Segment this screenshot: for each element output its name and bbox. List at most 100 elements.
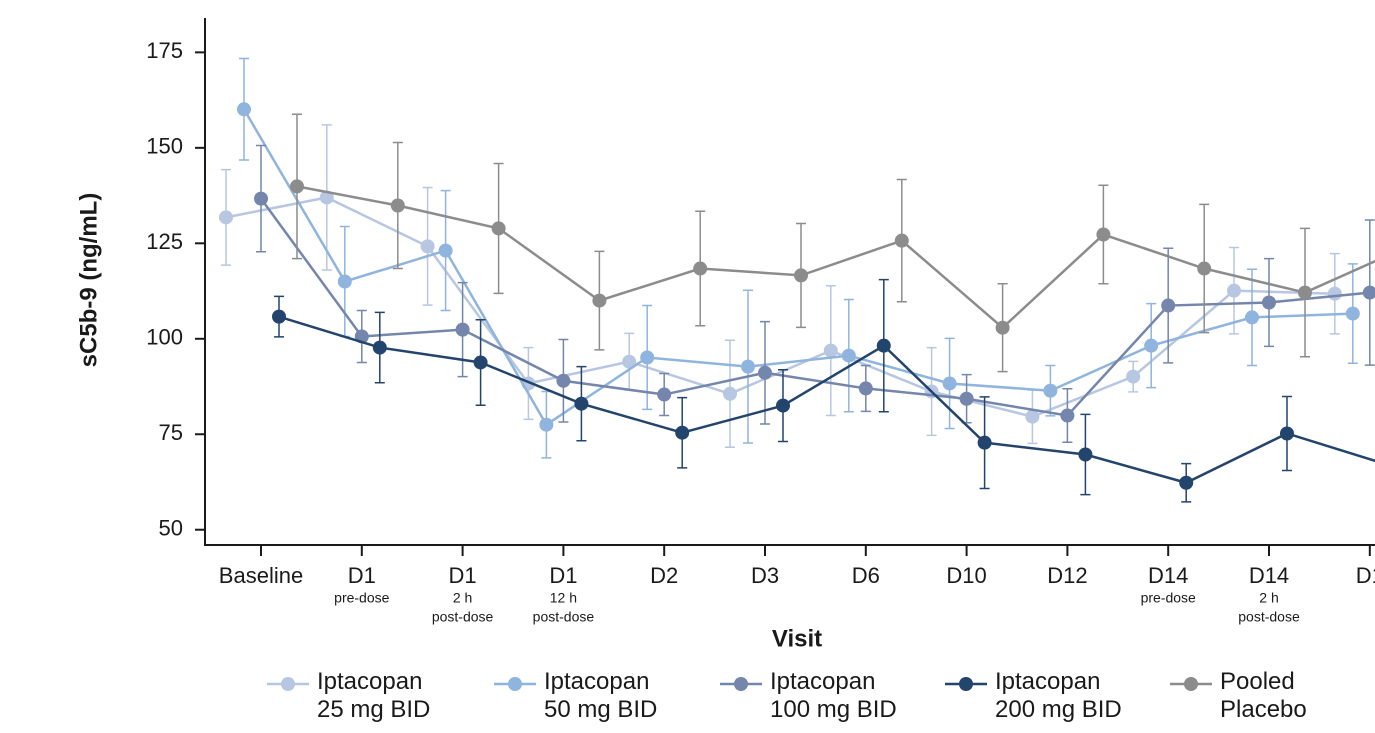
x-tick-label: D1 [549, 563, 577, 588]
x-tick-label: D1 [449, 563, 477, 588]
point [977, 435, 992, 450]
series [272, 278, 1375, 503]
y-axis-title: sC5b-9 (ng/mL) [75, 193, 102, 368]
point [841, 348, 856, 363]
legend-swatch [267, 677, 309, 691]
point [219, 210, 233, 225]
y-tick-label: 175 [146, 38, 183, 63]
y-tick-label: 50 [159, 516, 183, 541]
x-tick-label: Baseline [219, 563, 303, 588]
point [1280, 426, 1294, 441]
point [272, 309, 286, 324]
legend-label: Iptacopan 100 mg BID [770, 668, 897, 723]
point [1043, 383, 1058, 398]
x-tick-label: D3 [751, 563, 779, 588]
legend-swatch [720, 677, 762, 691]
legend-marker [508, 677, 522, 691]
legend-label: Iptacopan 50 mg BID [544, 668, 658, 723]
x-tick-label: D6 [852, 563, 880, 588]
point [858, 381, 873, 396]
x-tick-sublabel: 12 h [550, 590, 577, 606]
point [372, 340, 387, 355]
series-line [225, 196, 1335, 418]
y-tick-label: 125 [146, 229, 183, 254]
x-tick-sublabel: post-dose [432, 609, 494, 625]
point [823, 343, 838, 358]
point [1161, 298, 1176, 313]
point [237, 102, 251, 117]
point [592, 293, 607, 308]
x-tick-label: D14 [1249, 563, 1289, 588]
x-tick-label: D1 [348, 563, 376, 588]
x-tick-label: D14 [1148, 563, 1188, 588]
point [942, 376, 957, 391]
point [1227, 283, 1241, 298]
legend-marker [734, 677, 748, 691]
legend-marker [959, 677, 973, 691]
point [876, 338, 891, 353]
point [894, 233, 909, 248]
legend-label: Pooled Placebo [1220, 668, 1307, 723]
point [1197, 261, 1212, 276]
point [1345, 306, 1360, 321]
point [420, 239, 435, 254]
x-tick-label: D12 [1047, 563, 1087, 588]
point [995, 320, 1010, 335]
point [723, 386, 737, 401]
point [556, 373, 571, 388]
point [337, 274, 352, 289]
point [491, 221, 506, 236]
legend-item: Pooled Placebo [1168, 668, 1307, 724]
legend-marker [1184, 677, 1198, 691]
legend-item: Iptacopan 25 mg BID [265, 668, 430, 724]
series [219, 124, 1342, 448]
point [1060, 408, 1075, 423]
point [1025, 409, 1040, 424]
legend-label: Iptacopan 25 mg BID [317, 668, 431, 723]
point [1245, 310, 1259, 325]
x-tick-sublabel: 2 h [453, 590, 472, 606]
point [693, 261, 708, 276]
legend-swatch [945, 677, 987, 691]
x-tick-label: D2 [650, 563, 678, 588]
point [675, 425, 690, 440]
point [1179, 475, 1194, 490]
series [237, 57, 1360, 459]
point [657, 387, 672, 402]
legend-marker [281, 677, 295, 691]
point [1126, 369, 1141, 384]
point [1078, 447, 1093, 462]
legend-item: Iptacopan 200 mg BID [943, 668, 1122, 724]
x-axis-title: Visit [772, 625, 822, 652]
x-tick-label: D1 [1356, 563, 1375, 588]
point [640, 350, 655, 365]
point [1327, 286, 1342, 301]
legend-item: Iptacopan 100 mg BID [718, 668, 897, 724]
point [758, 365, 772, 380]
legend-swatch [494, 677, 536, 691]
point [622, 354, 637, 369]
point [254, 191, 268, 206]
x-tick-label: D10 [946, 563, 986, 588]
point [776, 398, 790, 413]
legend: Iptacopan 25 mg BID Iptacopan 50 mg BID Ip… [0, 668, 1375, 733]
series [290, 113, 1375, 373]
point [438, 243, 453, 258]
point [1262, 295, 1276, 310]
x-tick-sublabel: post-dose [533, 609, 595, 625]
point [390, 198, 405, 213]
point [794, 268, 808, 283]
point [539, 417, 554, 432]
y-tick-label: 150 [146, 134, 183, 159]
series-line [259, 197, 1370, 417]
point [455, 322, 470, 337]
y-tick-label: 75 [159, 420, 183, 445]
series-line [296, 185, 1375, 330]
x-tick-sublabel: pre-dose [334, 590, 389, 606]
point [1298, 285, 1312, 300]
legend-label: Iptacopan 200 mg BID [995, 668, 1122, 723]
point [1362, 285, 1375, 300]
series-line [278, 315, 1375, 485]
point [473, 355, 488, 370]
